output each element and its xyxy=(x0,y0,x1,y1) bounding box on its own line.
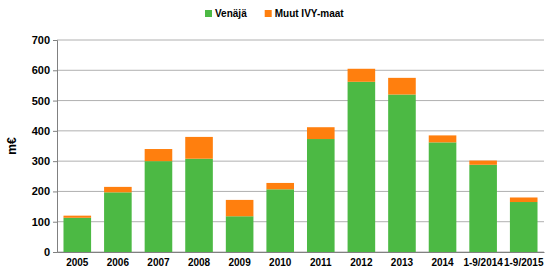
y-tick: 400 xyxy=(32,125,57,137)
bar xyxy=(307,139,335,252)
x-tick: 2006 xyxy=(107,252,130,268)
y-tick-label: 200 xyxy=(32,185,50,197)
bar xyxy=(104,192,132,252)
grid-line xyxy=(57,100,544,101)
y-tick: 500 xyxy=(32,95,57,107)
x-tick: 2014 xyxy=(431,252,454,268)
grid-line xyxy=(57,130,544,131)
x-tick: 2005 xyxy=(66,252,89,268)
y-tick-label: 500 xyxy=(32,95,50,107)
x-tick: 2009 xyxy=(229,252,252,268)
x-tick-label: 2006 xyxy=(107,257,130,268)
y-tick: 300 xyxy=(32,155,57,167)
bar xyxy=(510,197,538,202)
bar xyxy=(469,161,497,165)
y-tick-mark xyxy=(53,40,57,41)
grid xyxy=(57,40,544,252)
bar xyxy=(145,161,173,252)
legend-swatch xyxy=(265,10,272,17)
x-axis-line xyxy=(58,252,545,253)
bar xyxy=(226,200,254,216)
bar xyxy=(104,187,132,192)
bar xyxy=(185,159,213,252)
series-0 xyxy=(63,82,537,252)
y-tick-label: 300 xyxy=(32,155,50,167)
x-tick: 2011 xyxy=(310,252,332,268)
bar xyxy=(388,95,416,252)
legend-item: Venäjä xyxy=(205,8,247,19)
x-tick-label: 2012 xyxy=(350,257,373,268)
y-tick-label: 600 xyxy=(32,64,50,76)
bar xyxy=(348,82,376,252)
x-tick: 2008 xyxy=(188,252,211,268)
x-tick-label: 1-9/2015 xyxy=(504,257,544,268)
legend-item: Muut IVY-maat xyxy=(265,8,345,19)
x-tick: 2012 xyxy=(350,252,373,268)
x-tick-label: 2007 xyxy=(147,257,170,268)
legend-label: Muut IVY-maat xyxy=(275,8,345,19)
x-tick: 1-9/2014 xyxy=(463,252,503,268)
bars xyxy=(63,69,537,252)
x-tick: 2013 xyxy=(391,252,414,268)
series-1 xyxy=(63,69,537,218)
x-tick: 2010 xyxy=(269,252,292,268)
y-tick: 100 xyxy=(32,216,57,228)
y-tick-mark xyxy=(53,252,57,253)
grid-line xyxy=(57,70,544,71)
bar xyxy=(429,135,457,142)
bar xyxy=(226,216,254,252)
y-axis: 0 100 200 300 400 500 600 700 xyxy=(32,34,58,258)
chart: 0100200300400500600700200520062007200820… xyxy=(0,0,548,279)
x-tick-label: 2010 xyxy=(269,257,292,268)
bar xyxy=(63,218,91,252)
y-axis-line xyxy=(53,41,58,253)
y-tick: 200 xyxy=(32,185,57,197)
y-tick-label: 100 xyxy=(32,216,50,228)
bar xyxy=(266,189,294,252)
x-tick: 2007 xyxy=(147,252,170,268)
y-axis-title: m€ xyxy=(5,137,19,155)
x-tick-label: 2008 xyxy=(188,257,211,268)
y-tick-mark xyxy=(53,191,57,192)
y-tick-mark xyxy=(53,70,57,71)
bar xyxy=(266,183,294,189)
x-tick-label: 2014 xyxy=(431,257,454,268)
bar xyxy=(469,165,497,252)
bar xyxy=(307,127,335,139)
y-tick-label: 0 xyxy=(44,246,50,258)
bar xyxy=(388,78,416,95)
y-tick-label: 400 xyxy=(32,125,50,137)
y-tick-mark xyxy=(53,161,57,162)
bar xyxy=(145,149,173,161)
x-tick-label: 2009 xyxy=(229,257,252,268)
y-tick-mark xyxy=(53,131,57,132)
y-tick: 600 xyxy=(32,64,57,76)
grid-line xyxy=(57,40,544,41)
y-tick-mark xyxy=(53,101,57,102)
legend-swatch xyxy=(205,10,212,17)
bar xyxy=(429,142,457,252)
x-tick-label: 2013 xyxy=(391,257,414,268)
y-tick-label: 700 xyxy=(32,34,50,46)
x-tick-label: 1-9/2014 xyxy=(463,257,503,268)
bar xyxy=(63,216,91,218)
bar xyxy=(510,202,538,252)
x-tick-label: 2011 xyxy=(310,257,332,268)
y-tick: 0 xyxy=(44,246,57,258)
plot: 0100200300400500600700200520062007200820… xyxy=(32,34,545,268)
y-tick-mark xyxy=(53,222,57,223)
x-axis: 2005 2006 2007 2008 2009 2010 2011 2012 2013 2014… xyxy=(58,252,545,268)
legend: Venäjä Muut IVY-maat xyxy=(205,8,344,19)
legend-label: Venäjä xyxy=(215,8,247,19)
x-tick-label: 2005 xyxy=(66,257,89,268)
y-tick: 700 xyxy=(32,34,57,46)
x-tick: 1-9/2015 xyxy=(504,252,544,268)
bar xyxy=(348,69,376,82)
bar xyxy=(185,137,213,159)
